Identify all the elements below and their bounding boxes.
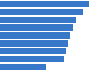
Bar bbox=[0, 17, 76, 23]
Bar bbox=[0, 1, 89, 7]
Bar bbox=[0, 48, 66, 54]
Bar bbox=[0, 32, 70, 39]
Bar bbox=[0, 64, 46, 70]
Bar bbox=[0, 40, 68, 47]
Bar bbox=[0, 56, 64, 62]
Bar bbox=[0, 9, 83, 15]
Bar bbox=[0, 24, 73, 31]
